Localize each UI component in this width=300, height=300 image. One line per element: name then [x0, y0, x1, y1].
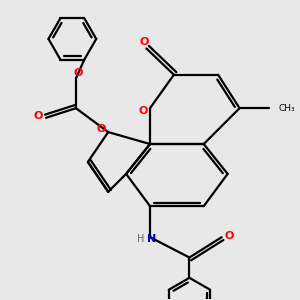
- Text: CH₃: CH₃: [278, 104, 295, 113]
- Text: H: H: [137, 234, 145, 244]
- Text: O: O: [224, 231, 234, 241]
- Text: O: O: [139, 37, 149, 47]
- Text: O: O: [33, 111, 42, 121]
- Text: O: O: [74, 68, 83, 78]
- Text: N: N: [147, 234, 156, 244]
- Text: O: O: [139, 106, 148, 116]
- Text: O: O: [97, 124, 106, 134]
